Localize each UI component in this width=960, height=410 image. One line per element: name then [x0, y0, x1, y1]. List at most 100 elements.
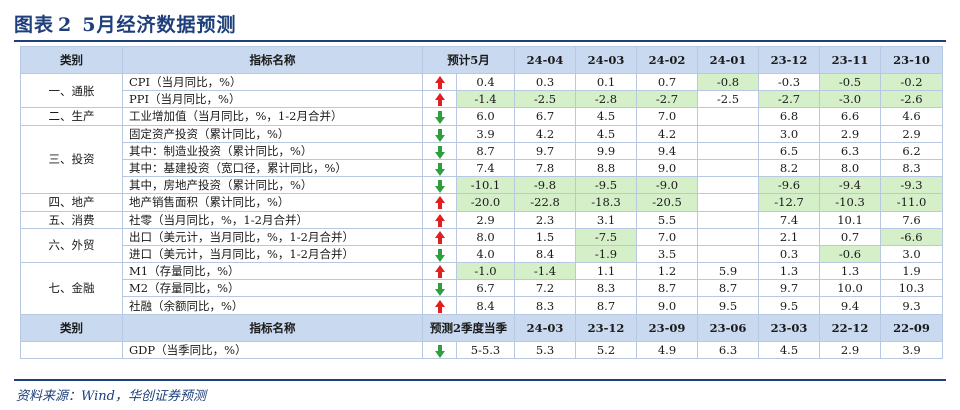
direction-cell	[422, 141, 457, 160]
value-cell: -2.5	[514, 90, 577, 109]
value-cell: -1.9	[575, 244, 638, 264]
value-cell: 9.4	[636, 141, 699, 160]
direction-cell	[422, 340, 457, 359]
direction-cell	[422, 90, 457, 109]
header-col: 22-09	[880, 313, 944, 342]
value-cell: 2.9	[819, 340, 882, 359]
header-col: 23-10	[880, 46, 944, 74]
table-row: 七、金融 M1（存量同比，%） -1.0 -1.4 1.1 1.2 5.9 1.3 1.3 1.9	[20, 262, 944, 315]
indicator-cell: CPI（当月同比，%）	[122, 72, 423, 92]
value-cell: -6.6	[880, 227, 944, 246]
value-cell: 8.7	[575, 296, 638, 315]
value-cell: 4.9	[636, 340, 699, 359]
header-col: 24-04	[514, 46, 577, 74]
table-row: 二、生产 工业增加值（当月同比，%，1-2月合并） 6.0 6.7 4.5 7.0 6.8 6…	[20, 107, 944, 126]
value-cell: -10.3	[819, 193, 882, 212]
value-cell: -9.3	[880, 176, 944, 195]
value-cell: 1.5	[514, 227, 577, 246]
table-row: 三、投资 固定资产投资（累计同比，%） 3.9 4.2 4.5 4.2 3.0 2.9 2.9	[20, 124, 944, 195]
direction-cell	[422, 262, 457, 281]
indicator-cell: 进口（美元计，当月同比，%，1-2月合并）	[122, 244, 423, 264]
value-cell: 5.2	[575, 340, 638, 359]
header-row-2: 类别 指标名称 预测2季度当季 24-03 23-12 23-09 23-06 23-03 22…	[20, 313, 944, 342]
figure-title: 图表 2 5月经济数据预测	[14, 10, 236, 37]
value-cell: -12.7	[758, 193, 821, 212]
header-category: 类别	[20, 46, 123, 74]
value-cell: 10.0	[819, 279, 882, 298]
table-row: PPI（当月同比，%） -1.4 -2.5 -2.8 -2.7 -2.5 -2.7 -3.0-…	[21, 90, 944, 109]
value-cell: 0.3	[758, 244, 821, 264]
value-cell: 2.1	[758, 227, 821, 246]
forecast-table: 类别 指标名称 预计5月 24-04 24-03 24-02 24-01 23-…	[20, 46, 944, 359]
header-row: 类别 指标名称 预计5月 24-04 24-03 24-02 24-01 23-…	[20, 46, 944, 74]
direction-cell	[422, 107, 457, 126]
value-cell: 7.2	[514, 279, 577, 298]
header-col: 23-09	[636, 313, 699, 342]
value-cell: -9.0	[636, 176, 699, 195]
indicator-cell: 地产销售面积（累计同比，%）	[122, 193, 423, 212]
value-cell: -2.7	[758, 90, 821, 109]
category-cell: 五、消费	[20, 210, 123, 229]
table-row: 五、消费 社零（当月同比，%，1-2月合并） 2.9 2.3 3.1 5.5 7.4 10.1…	[20, 210, 944, 229]
value-cell: 1.3	[819, 262, 882, 281]
value-cell: 10.1	[819, 210, 882, 229]
header-col: 23-11	[819, 46, 882, 74]
indicator-cell: 固定资产投资（累计同比，%）	[122, 124, 423, 143]
indicator-cell: M2（存量同比，%）	[122, 279, 423, 298]
value-cell	[697, 124, 760, 143]
forecast-cell: 4.0	[455, 244, 516, 264]
arrow-up-icon	[434, 265, 445, 279]
figure-caption: 5月经济数据预测	[82, 14, 237, 36]
table-row: 社融（余额同比，%） 8.4 8.3 8.7 9.0 9.5 9.5 9.4 9.3	[21, 296, 944, 315]
value-cell: 4.5	[575, 124, 638, 143]
indicator-cell: 社融（余额同比，%）	[122, 296, 423, 315]
direction-cell	[422, 158, 457, 178]
indicator-cell: M1（存量同比，%）	[122, 262, 423, 281]
value-cell: -11.0	[880, 193, 944, 212]
forecast-cell: 6.0	[455, 107, 516, 126]
value-cell: 8.8	[575, 158, 638, 178]
value-cell	[697, 227, 760, 246]
forecast-cell: 0.4	[455, 72, 516, 92]
header-col: 24-02	[636, 46, 699, 74]
value-cell: 8.2	[758, 158, 821, 178]
direction-cell	[422, 124, 457, 143]
value-cell: 9.9	[575, 141, 638, 160]
table-row: 其中：制造业投资（累计同比，%） 8.7 9.7 9.9 9.4 6.5 6.3 6.2	[21, 141, 944, 160]
value-cell: -1.4	[514, 262, 577, 281]
value-cell	[697, 176, 760, 195]
value-cell: 6.3	[697, 340, 760, 359]
value-cell: 2.9	[880, 124, 944, 143]
forecast-cell: -1.0	[455, 262, 516, 281]
value-cell: 6.3	[819, 141, 882, 160]
value-cell: 9.7	[514, 141, 577, 160]
value-cell: -2.5	[697, 90, 760, 109]
arrow-up-icon	[434, 196, 445, 210]
value-cell: 0.7	[636, 72, 699, 92]
value-cell: 4.6	[880, 107, 944, 126]
value-cell: 1.9	[880, 262, 944, 281]
header-col: 24-03	[575, 46, 638, 74]
arrow-down-icon	[434, 128, 445, 142]
arrow-up-icon	[434, 213, 445, 228]
table-row: GDP（当季同比，%） 5-5.3 5.3 5.2 4.9 6.3 4.5 2.9 3.9	[20, 340, 944, 359]
direction-cell	[422, 176, 457, 195]
value-cell: 4.2	[514, 124, 577, 143]
header-col: 24-03	[514, 313, 577, 342]
value-cell: 6.7	[514, 107, 577, 126]
arrow-up-icon	[434, 299, 445, 314]
indicator-cell: 工业增加值（当月同比，%，1-2月合并）	[122, 107, 423, 126]
direction-cell	[422, 279, 457, 298]
direction-cell	[422, 244, 457, 264]
value-cell: 8.7	[697, 279, 760, 298]
value-cell: -22.8	[514, 193, 577, 212]
value-cell: 5.5	[636, 210, 699, 229]
value-cell: 3.0	[758, 124, 821, 143]
value-cell: -18.3	[575, 193, 638, 212]
forecast-cell: -10.1	[455, 176, 516, 195]
value-cell: -7.5	[575, 227, 638, 246]
value-cell: 2.3	[514, 210, 577, 229]
forecast-cell: -1.4	[455, 90, 516, 109]
value-cell	[697, 107, 760, 126]
value-cell: 9.3	[880, 296, 944, 315]
